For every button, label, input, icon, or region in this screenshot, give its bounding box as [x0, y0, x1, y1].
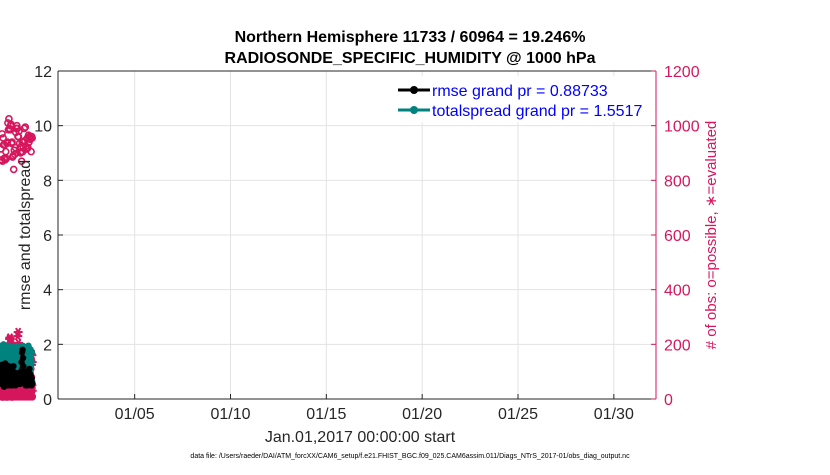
- rmse-point: [19, 354, 27, 362]
- y2-tick-label: 400: [664, 283, 691, 300]
- totalspread-point: [28, 358, 35, 366]
- obs-possible-point: [27, 147, 35, 156]
- obs-possible-point: [0, 130, 6, 138]
- rmse-point: [29, 380, 36, 388]
- axes: 01/05 01/10 01/15 01/20 01/25 01/300246810120…: [34, 64, 699, 423]
- totalspread-point: [28, 349, 36, 356]
- chart-subtitle: RADIOSONDE_SPECIFIC_HUMIDITY @ 1000 hPa: [225, 50, 596, 67]
- y2-axis-label: # of obs: o=possible, ∗=evaluated: [703, 121, 720, 350]
- x-tick-label: 01/10: [210, 406, 250, 423]
- x-tick-label: 01/25: [498, 406, 538, 423]
- obs-possible-point: [28, 134, 37, 142]
- obs-possible-point: [9, 165, 18, 174]
- y-tick-label: 12: [34, 64, 52, 81]
- y2-tick-label: 200: [664, 337, 691, 354]
- x-tick-label: 01/30: [594, 406, 634, 423]
- plot-area: [0, 115, 37, 401]
- rmse-point: [20, 363, 27, 370]
- obs-possible-point: [0, 134, 7, 142]
- obs-possible-point: [21, 123, 30, 131]
- x-tick-label: 01/05: [115, 406, 155, 423]
- y-axis-label: rmse and totalspread: [17, 160, 34, 310]
- y-tick-label: 4: [43, 283, 52, 300]
- y2-tick-label: 0: [664, 392, 673, 409]
- x-tick-label: 01/15: [306, 406, 346, 423]
- obs-possible-bottom-point: [28, 393, 37, 401]
- legend-rmse-marker: [410, 86, 418, 94]
- y-tick-label: 8: [43, 173, 52, 190]
- legend-spread-label: totalspread grand pr = 1.5517: [432, 103, 642, 120]
- rmse-point: [26, 365, 33, 373]
- obs-possible-point: [3, 138, 12, 146]
- rmse-point: [19, 346, 26, 353]
- legend-box: [395, 76, 653, 122]
- y2-tick-label: 800: [664, 173, 691, 190]
- x-tick-label: 01/20: [402, 406, 442, 423]
- legend-rmse-label: rmse grand pr = 0.88733: [432, 83, 608, 100]
- y-tick-label: 2: [43, 337, 52, 354]
- y2-tick-label: 1000: [664, 119, 700, 136]
- y-tick-label: 10: [34, 119, 52, 136]
- data-file-footnote: data file: /Users/raeder/DAI/ATM_forcXX/…: [190, 453, 630, 460]
- y2-tick-label: 1200: [664, 64, 700, 81]
- x-axis-label: Jan.01,2017 00:00:00 start: [265, 429, 456, 446]
- legend: rmse grand pr = 0.88733 totalspread gran…: [395, 76, 653, 122]
- chart-title: Northern Hemisphere 11733 / 60964 = 19.2…: [235, 29, 586, 46]
- y-tick-label: 6: [43, 228, 52, 245]
- obs-possible-point: [17, 157, 26, 165]
- rmse-point: [10, 363, 17, 370]
- y2-tick-label: 600: [664, 228, 691, 245]
- obs-evaluated-point: [13, 327, 23, 337]
- legend-spread-marker: [410, 106, 418, 114]
- y-tick-label: 0: [43, 392, 52, 409]
- obs-possible-point: [8, 138, 16, 146]
- obs-possible-point: [1, 147, 10, 156]
- obs-possible-point: [11, 143, 20, 152]
